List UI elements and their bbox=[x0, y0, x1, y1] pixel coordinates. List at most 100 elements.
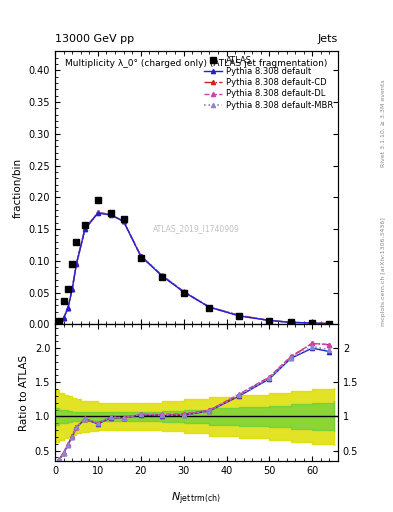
Y-axis label: Ratio to ATLAS: Ratio to ATLAS bbox=[19, 354, 29, 431]
Pythia 8.308 default-MBR bbox=[70, 286, 75, 292]
Pythia 8.308 default-DL bbox=[57, 321, 62, 327]
Pythia 8.308 default bbox=[95, 210, 100, 216]
Pythia 8.308 default-CD bbox=[207, 304, 212, 310]
Pythia 8.308 default bbox=[310, 320, 315, 326]
Pythia 8.308 default bbox=[70, 286, 75, 292]
Pythia 8.308 default-DL bbox=[74, 260, 79, 266]
Pythia 8.308 default-MBR bbox=[288, 319, 293, 326]
Pythia 8.308 default-CD bbox=[327, 321, 332, 327]
Pythia 8.308 default-MBR bbox=[160, 272, 165, 279]
Y-axis label: fraction/bin: fraction/bin bbox=[13, 158, 23, 218]
Pythia 8.308 default-CD bbox=[310, 320, 315, 326]
Pythia 8.308 default bbox=[237, 313, 242, 319]
Pythia 8.308 default-DL bbox=[70, 286, 75, 292]
Pythia 8.308 default bbox=[66, 305, 70, 311]
Pythia 8.308 default-DL bbox=[327, 321, 332, 327]
Pythia 8.308 default-MBR bbox=[108, 211, 113, 218]
Pythia 8.308 default-DL bbox=[61, 315, 66, 321]
Pythia 8.308 default-DL bbox=[310, 320, 315, 326]
Pythia 8.308 default-MBR bbox=[138, 252, 143, 259]
Pythia 8.308 default-CD bbox=[121, 218, 126, 224]
ATLAS bbox=[267, 318, 272, 324]
ATLAS bbox=[121, 217, 126, 223]
Pythia 8.308 default-DL bbox=[138, 252, 143, 259]
Pythia 8.308 default-DL bbox=[207, 304, 212, 310]
Pythia 8.308 default-CD bbox=[57, 321, 62, 327]
Text: mcplots.cern.ch [arXiv:1306.3436]: mcplots.cern.ch [arXiv:1306.3436] bbox=[381, 217, 386, 326]
Pythia 8.308 default-MBR bbox=[207, 304, 212, 310]
Pythia 8.308 default-CD bbox=[288, 319, 293, 326]
Pythia 8.308 default-MBR bbox=[57, 321, 62, 327]
ATLAS bbox=[160, 273, 165, 280]
Pythia 8.308 default-MBR bbox=[83, 226, 87, 232]
Pythia 8.308 default-CD bbox=[95, 209, 100, 216]
Pythia 8.308 default bbox=[83, 226, 87, 232]
Pythia 8.308 default-MBR bbox=[267, 317, 272, 324]
Pythia 8.308 default-MBR bbox=[74, 261, 79, 267]
Pythia 8.308 default-MBR bbox=[121, 218, 126, 224]
ATLAS bbox=[74, 239, 79, 245]
ATLAS bbox=[61, 297, 66, 304]
Line: Pythia 8.308 default-MBR: Pythia 8.308 default-MBR bbox=[57, 210, 331, 326]
Pythia 8.308 default-CD bbox=[70, 286, 75, 292]
Pythia 8.308 default bbox=[181, 289, 186, 295]
Pythia 8.308 default-CD bbox=[61, 315, 66, 321]
Pythia 8.308 default-CD bbox=[160, 273, 165, 279]
Pythia 8.308 default bbox=[267, 317, 272, 324]
Text: 13000 GeV pp: 13000 GeV pp bbox=[55, 33, 134, 44]
ATLAS bbox=[181, 289, 186, 295]
ATLAS bbox=[327, 321, 332, 327]
Pythia 8.308 default-DL bbox=[108, 211, 113, 218]
Text: Jets: Jets bbox=[318, 33, 338, 44]
Text: $N_{\mathrm{jet\,trm(ch)}}$: $N_{\mathrm{jet\,trm(ch)}}$ bbox=[171, 491, 222, 507]
Pythia 8.308 default bbox=[74, 261, 79, 267]
Pythia 8.308 default-MBR bbox=[181, 289, 186, 295]
Pythia 8.308 default-DL bbox=[95, 209, 100, 216]
Pythia 8.308 default-DL bbox=[121, 218, 126, 224]
Pythia 8.308 default-CD bbox=[83, 225, 87, 231]
Pythia 8.308 default-DL bbox=[237, 312, 242, 318]
Pythia 8.308 default bbox=[108, 212, 113, 218]
Pythia 8.308 default-DL bbox=[160, 272, 165, 279]
Pythia 8.308 default-DL bbox=[288, 319, 293, 326]
ATLAS bbox=[57, 318, 62, 324]
Pythia 8.308 default-MBR bbox=[327, 321, 332, 327]
Text: Rivet 3.1.10, ≥ 3.3M events: Rivet 3.1.10, ≥ 3.3M events bbox=[381, 79, 386, 167]
ATLAS bbox=[288, 319, 293, 326]
Pythia 8.308 default-DL bbox=[267, 317, 272, 324]
Pythia 8.308 default-MBR bbox=[61, 315, 66, 321]
Text: ATLAS_2019_I1740909: ATLAS_2019_I1740909 bbox=[153, 224, 240, 233]
ATLAS bbox=[66, 286, 70, 292]
Pythia 8.308 default-MBR bbox=[310, 320, 315, 326]
Pythia 8.308 default-CD bbox=[237, 312, 242, 318]
Pythia 8.308 default-DL bbox=[181, 288, 186, 294]
Text: Multiplicity λ_0° (charged only) (ATLAS jet fragmentation): Multiplicity λ_0° (charged only) (ATLAS … bbox=[65, 59, 328, 69]
ATLAS bbox=[108, 210, 113, 216]
Line: Pythia 8.308 default-DL: Pythia 8.308 default-DL bbox=[57, 210, 331, 326]
Pythia 8.308 default-CD bbox=[108, 211, 113, 218]
Pythia 8.308 default-CD bbox=[66, 305, 70, 311]
Pythia 8.308 default-CD bbox=[181, 289, 186, 295]
ATLAS bbox=[95, 197, 100, 203]
Line: Pythia 8.308 default-CD: Pythia 8.308 default-CD bbox=[57, 210, 331, 326]
Pythia 8.308 default bbox=[207, 304, 212, 310]
Pythia 8.308 default-MBR bbox=[66, 305, 70, 311]
Pythia 8.308 default bbox=[288, 319, 293, 326]
Pythia 8.308 default-CD bbox=[138, 252, 143, 259]
Pythia 8.308 default bbox=[138, 253, 143, 260]
ATLAS bbox=[310, 320, 315, 326]
ATLAS bbox=[237, 313, 242, 319]
Pythia 8.308 default-DL bbox=[66, 305, 70, 311]
ATLAS bbox=[138, 254, 143, 261]
Pythia 8.308 default bbox=[121, 218, 126, 224]
Pythia 8.308 default-CD bbox=[74, 260, 79, 266]
Pythia 8.308 default bbox=[160, 273, 165, 279]
Pythia 8.308 default-MBR bbox=[237, 313, 242, 319]
Pythia 8.308 default-CD bbox=[267, 317, 272, 324]
Pythia 8.308 default-MBR bbox=[95, 209, 100, 216]
ATLAS bbox=[207, 305, 212, 311]
Pythia 8.308 default bbox=[327, 321, 332, 327]
ATLAS bbox=[70, 261, 75, 267]
Line: Pythia 8.308 default: Pythia 8.308 default bbox=[57, 211, 331, 326]
Line: ATLAS: ATLAS bbox=[57, 197, 332, 327]
